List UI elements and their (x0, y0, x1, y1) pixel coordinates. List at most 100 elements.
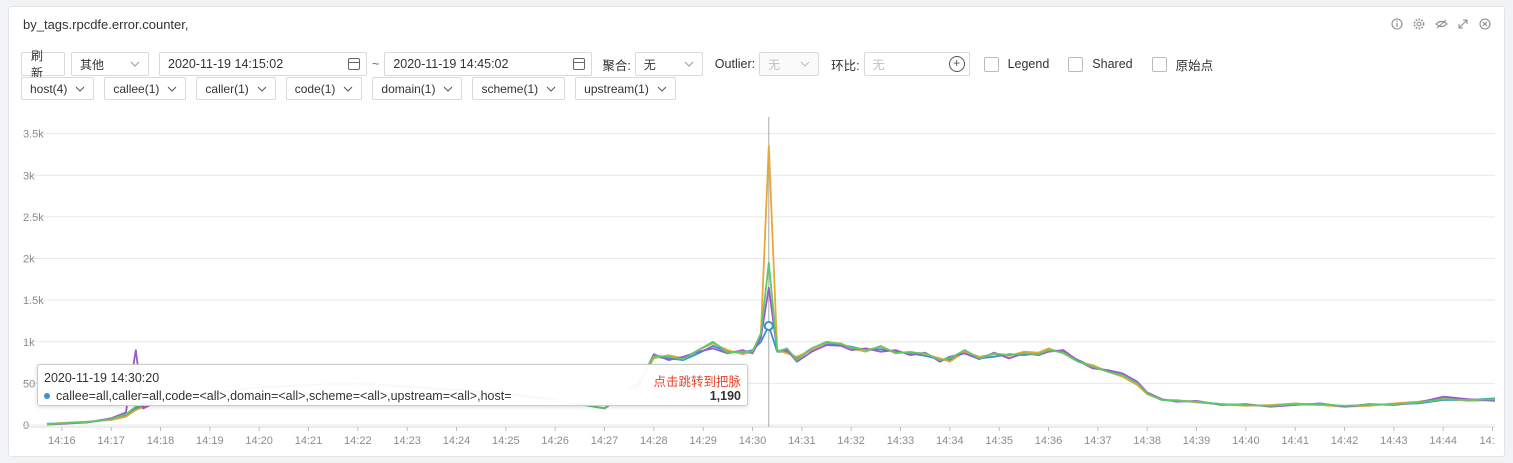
chevron-down-icon (130, 61, 140, 67)
y-tick-label: 0 (23, 420, 29, 432)
range-separator: ~ (372, 57, 380, 71)
panel-title: by_tags.rpcdfe.error.counter, (23, 17, 189, 32)
toolbar: 刷 新 其他 2020-11-19 14:15:02 ~ 2020-11-19 … (21, 49, 1214, 80)
x-tick-label: 14:28 (640, 435, 668, 447)
eye-off-icon[interactable] (1434, 17, 1448, 31)
x-tick-label: 14:33 (887, 435, 915, 447)
legend-toggle[interactable]: Legend (983, 56, 1049, 72)
hover-point (763, 320, 774, 331)
chevron-down-icon (546, 86, 556, 92)
x-tick-label: 14:32 (837, 435, 865, 447)
calendar-icon (348, 58, 360, 70)
x-tick-label: 14:41 (1281, 435, 1309, 447)
shared-toggle[interactable]: Shared (1068, 56, 1133, 72)
redacted-region (191, 15, 416, 33)
redacted-region (558, 389, 678, 403)
y-tick-label: 3k (23, 170, 35, 182)
y-tick-label: 2k (23, 254, 35, 266)
x-tick-label: 14:39 (1183, 435, 1211, 447)
x-tick-label: 14:44 (1429, 435, 1457, 447)
refresh-button[interactable]: 刷 新 (21, 49, 65, 80)
y-tick-label: 1k (23, 337, 35, 349)
x-tick-label: 14:38 (1133, 435, 1161, 447)
tooltip-series-text: callee=all,caller=all,code=<all>,domain=… (56, 389, 512, 403)
tag-filter-label: code(1) (294, 81, 336, 96)
tag-filter-callee[interactable]: callee(1) (104, 77, 187, 100)
x-tick-label: 14:21 (295, 435, 323, 447)
x-tick-label: 14:43 (1380, 435, 1408, 447)
add-circle-icon[interactable]: + (948, 56, 965, 72)
x-tick-label: 14:17 (97, 435, 125, 447)
x-tick-label: 14:34 (936, 435, 964, 447)
x-tick-label: 14:31 (788, 435, 816, 447)
range-select-value: 其他 (80, 57, 105, 72)
chevron-down-icon (684, 61, 694, 67)
calendar-icon (573, 58, 586, 70)
tag-filter-label: callee(1) (113, 81, 160, 96)
tag-filter-label: upstream(1) (584, 81, 649, 96)
x-tick-label: 14:16 (48, 435, 76, 447)
chevron-down-icon (657, 86, 667, 92)
panel-controls (1390, 17, 1492, 31)
ratio-placeholder: 无 (872, 57, 885, 72)
tag-filter-scheme[interactable]: scheme(1) (472, 77, 566, 100)
x-tick-label: 14:27 (591, 435, 619, 447)
y-tick-label: 2.5k (23, 212, 44, 224)
legend-checkbox[interactable] (983, 56, 999, 72)
outlier-label: Outlier: (714, 57, 756, 71)
tag-filter-label: domain(1) (381, 81, 436, 96)
aggregate-label: 聚合: (602, 58, 631, 73)
x-tick-label: 14:26 (541, 435, 569, 447)
x-tick-label: 14:25 (492, 435, 520, 447)
chevron-down-icon (800, 61, 810, 67)
tag-filter-code[interactable]: code(1) (285, 77, 363, 100)
chevron-down-icon (168, 86, 177, 92)
tag-filter-row: host(4) callee(1) caller(1) code(1) doma… (21, 77, 676, 100)
shared-label: Shared (1092, 57, 1133, 71)
y-tick-label: 50 (23, 378, 35, 390)
outlier-value: 无 (768, 57, 781, 72)
x-tick-label: 14:29 (689, 435, 717, 447)
series-dot (44, 393, 50, 399)
chevron-down-icon (76, 86, 85, 92)
tag-filter-caller[interactable]: caller(1) (196, 77, 276, 100)
x-tick-label: 14:24 (443, 435, 471, 447)
gear-icon[interactable] (1412, 17, 1426, 31)
hover-tooltip[interactable]: 2020-11-19 14:30:20 点击跳转到把脉 callee=all,c… (37, 364, 748, 406)
end-time-input[interactable]: 2020-11-19 14:45:02 (384, 52, 593, 76)
aggregate-select[interactable]: 无 (634, 52, 703, 76)
x-tick-label: 14:18 (147, 435, 175, 447)
x-tick-label: 14:40 (1232, 435, 1260, 447)
origin-label: 原始点 (1175, 58, 1214, 73)
ratio-label: 环比: (831, 58, 860, 73)
ratio-input[interactable]: 无 + (863, 52, 970, 76)
x-tick-label: 14: (1480, 435, 1495, 447)
tooltip-time: 2020-11-19 14:30:20 (44, 371, 160, 385)
shared-checkbox[interactable] (1068, 56, 1084, 72)
jump-link[interactable]: 点击跳转到把脉 (653, 375, 741, 389)
start-time-input[interactable]: 2020-11-19 14:15:02 (159, 52, 367, 76)
aggregate-value: 无 (643, 57, 656, 72)
chevron-down-icon (444, 86, 453, 92)
tag-filter-label: caller(1) (205, 81, 249, 96)
line-chart[interactable]: 0 50 1k 1.5k 2k 2.5k 3k 3.5k 14:16 14:17 14:18 14: 1… (9, 7, 1506, 458)
tag-filter-upstream[interactable]: upstream(1) (575, 77, 676, 100)
x-tick-label: 14:37 (1084, 435, 1112, 447)
info-icon[interactable] (1390, 17, 1404, 31)
tag-filter-domain[interactable]: domain(1) (372, 77, 463, 100)
range-select[interactable]: 其他 (71, 52, 149, 76)
chart-panel: by_tags.rpcdfe.error.counter, 刷 新 其他 202… (8, 6, 1505, 457)
origin-checkbox[interactable] (1151, 56, 1167, 72)
y-tick-label: 1.5k (23, 295, 44, 307)
x-tick-label: 14:42 (1331, 435, 1359, 447)
expand-icon[interactable] (1456, 17, 1470, 31)
tag-filter-host[interactable]: host(4) (21, 77, 95, 100)
y-tick-label: 3.5k (23, 129, 44, 141)
close-icon[interactable] (1478, 17, 1492, 31)
x-tick-label: 14:20 (245, 435, 273, 447)
outlier-select[interactable]: 无 (759, 52, 820, 76)
end-time-value: 2020-11-19 14:45:02 (393, 57, 509, 71)
tooltip-value: 1,190 (709, 389, 741, 403)
x-tick-label: 14:30 (739, 435, 767, 447)
origin-toggle[interactable]: 原始点 (1151, 55, 1214, 74)
